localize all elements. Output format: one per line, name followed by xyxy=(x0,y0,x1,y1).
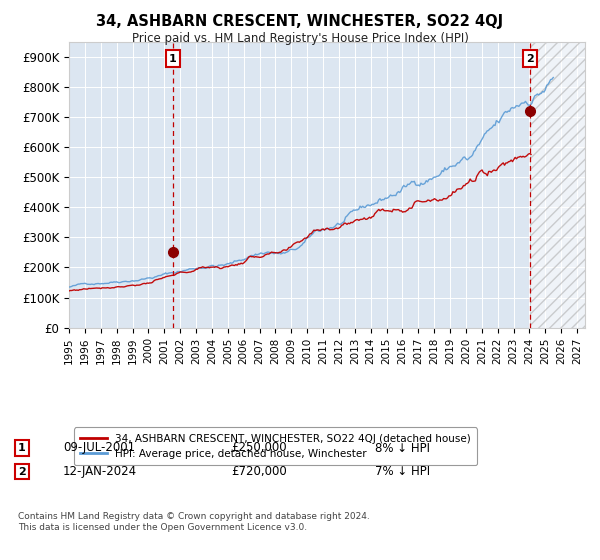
Text: 8% ↓ HPI: 8% ↓ HPI xyxy=(375,441,430,455)
Text: 2: 2 xyxy=(526,54,534,63)
Text: £250,000: £250,000 xyxy=(231,441,287,455)
Text: 1: 1 xyxy=(169,54,176,63)
Text: 34, ASHBARN CRESCENT, WINCHESTER, SO22 4QJ: 34, ASHBARN CRESCENT, WINCHESTER, SO22 4… xyxy=(97,14,503,29)
Legend: 34, ASHBARN CRESCENT, WINCHESTER, SO22 4QJ (detached house), HPI: Average price,: 34, ASHBARN CRESCENT, WINCHESTER, SO22 4… xyxy=(74,427,477,465)
Text: Price paid vs. HM Land Registry's House Price Index (HPI): Price paid vs. HM Land Registry's House … xyxy=(131,32,469,45)
Text: 7% ↓ HPI: 7% ↓ HPI xyxy=(375,465,430,478)
Text: 09-JUL-2001: 09-JUL-2001 xyxy=(63,441,135,455)
Text: 2: 2 xyxy=(18,466,26,477)
Text: 12-JAN-2024: 12-JAN-2024 xyxy=(63,465,137,478)
Text: Contains HM Land Registry data © Crown copyright and database right 2024.
This d: Contains HM Land Registry data © Crown c… xyxy=(18,512,370,532)
Text: 1: 1 xyxy=(18,443,26,453)
Text: £720,000: £720,000 xyxy=(231,465,287,478)
